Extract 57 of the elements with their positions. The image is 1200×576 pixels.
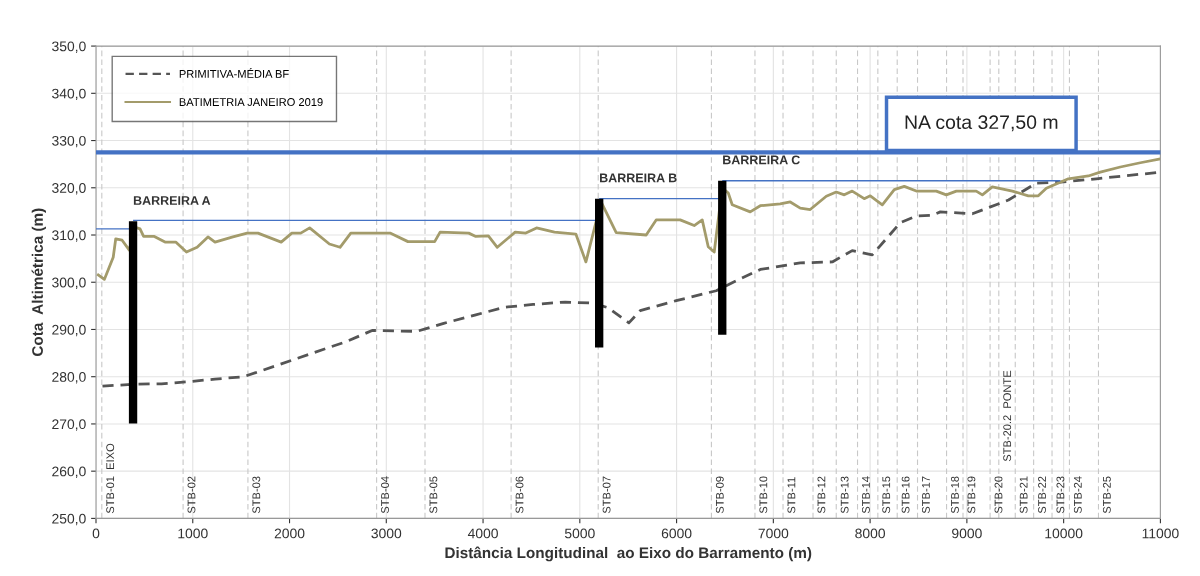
y-tick-label: 330,0 — [52, 135, 86, 148]
ref-line-label: STB-19 — [967, 476, 976, 514]
x-tick-label: 1000 — [178, 528, 208, 539]
ref-line-label: STB-20 — [994, 476, 1003, 514]
ref-line-label: STB-09 — [715, 476, 724, 514]
legend-label: BATIMETRIA JANEIRO 2019 — [179, 98, 323, 106]
ref-line-label: STB-24 — [1073, 476, 1082, 514]
ref-line-label: STB-21 — [1019, 476, 1028, 514]
ref-line-label: STB-06 — [515, 476, 524, 514]
y-tick-label: 280,0 — [52, 372, 86, 384]
x-tick-label: 7000 — [758, 528, 789, 539]
ref-line-label: STB-10 — [759, 476, 768, 514]
ref-line-label: STB-11 — [787, 477, 796, 514]
ref-line-label: STB-18 — [951, 476, 959, 514]
annotation: BARREIRA B — [600, 173, 677, 183]
x-tick-label: 9000 — [952, 528, 982, 539]
ref-line-label: STB-13 — [840, 476, 849, 514]
x-tick-label: 3000 — [371, 528, 402, 539]
ref-line-label: STB-15 — [882, 476, 891, 514]
x-axis-title: Distância Longitudinal ao Eixo do Barramento (m) — [445, 546, 812, 562]
y-tick-label: 290,0 — [52, 324, 86, 337]
annotation: BARREIRA C — [723, 155, 800, 165]
x-tick-label: 4000 — [467, 528, 498, 539]
x-tick-label: 5000 — [564, 528, 595, 539]
y-tick-label: 350,0 — [52, 41, 86, 53]
y-tick-label: 270,0 — [52, 419, 86, 431]
y-tick-label: 300,0 — [52, 277, 86, 290]
ref-line-label: STB-12 — [817, 476, 826, 514]
ref-line-label: STB-03 — [252, 476, 261, 514]
x-tick-label: 10000 — [1045, 528, 1083, 539]
ref-line-label: STB-20.2 PONTE — [1003, 370, 1012, 462]
ref-line-label: STB-22 — [1038, 476, 1046, 514]
x-tick-label: 6000 — [661, 528, 692, 539]
ref-line-label: STB-17 — [921, 476, 930, 514]
x-tick-label: 0 — [92, 528, 100, 539]
ref-line-label: STB-05 — [429, 476, 438, 514]
ref-line-label: NA cota 327,50 m — [905, 115, 1058, 132]
ref-line-label: STB-14 — [861, 476, 870, 514]
y-tick-label: 340,0 — [52, 88, 86, 101]
ref-line-label: STB-01 EIXO — [106, 443, 115, 514]
ref-line-label: STB-02 — [187, 476, 196, 514]
ref-line-label: STB-25 — [1102, 476, 1111, 514]
x-tick-label: 2000 — [274, 528, 305, 539]
y-tick-label: 250,0 — [52, 513, 86, 526]
ref-line-label: STB-16 — [901, 476, 910, 514]
y-tick-label: 310,0 — [52, 230, 86, 242]
legend-label: PRIMITIVA-MÉDIA BF — [179, 68, 289, 78]
y-tick-label: 260,0 — [52, 466, 86, 478]
y-tick-label: 320,0 — [52, 183, 86, 195]
ref-line-label: STB-07 — [602, 476, 611, 514]
x-tick-label: 11000 — [1142, 528, 1179, 539]
x-tick-label: 8000 — [855, 528, 886, 539]
ref-line-label: STB-04 — [381, 476, 389, 514]
line-series — [96, 157, 1161, 281]
ref-line-label: STB-23 — [1056, 476, 1065, 514]
annotation: BARREIRA A — [133, 196, 211, 205]
y-axis-title: Cota Altimétrica (m) — [31, 208, 46, 357]
